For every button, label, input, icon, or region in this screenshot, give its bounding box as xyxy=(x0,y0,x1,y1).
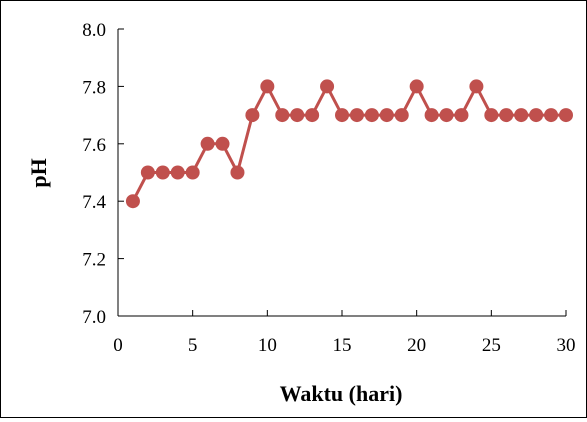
x-tick-label: 15 xyxy=(333,335,352,356)
data-point xyxy=(529,108,544,123)
data-point xyxy=(454,108,469,123)
x-tick-label: 20 xyxy=(407,335,426,356)
data-point xyxy=(290,108,305,123)
x-axis-title: Waktu (hari) xyxy=(280,381,403,406)
series-line xyxy=(131,84,566,202)
data-point xyxy=(514,108,529,123)
y-tick-label: 7.6 xyxy=(82,135,106,156)
y-tick-label: 7.0 xyxy=(82,307,106,328)
data-point xyxy=(409,79,424,94)
data-point xyxy=(170,165,185,180)
data-point xyxy=(230,165,245,180)
data-point xyxy=(305,108,320,123)
data-point xyxy=(335,108,349,123)
data-point xyxy=(439,108,454,123)
y-tick-label: 7.2 xyxy=(82,250,106,271)
data-point xyxy=(125,194,140,209)
x-tick-label: 10 xyxy=(258,335,277,356)
data-point xyxy=(320,79,335,94)
x-tick-label: 0 xyxy=(113,335,123,356)
series-layer xyxy=(125,79,573,209)
y-ticks: 7.0 7.2 7.4 7.6 7.8 8.0 xyxy=(82,20,124,328)
data-point xyxy=(275,108,290,123)
data-point xyxy=(140,165,155,180)
data-point xyxy=(469,79,484,94)
data-point xyxy=(260,79,275,94)
data-point xyxy=(499,108,514,123)
data-point xyxy=(155,165,170,180)
y-axis-title: pH xyxy=(26,158,51,187)
data-point xyxy=(245,108,260,123)
data-point xyxy=(559,108,573,123)
data-point xyxy=(424,108,439,123)
data-point xyxy=(484,108,499,123)
y-tick-label: 7.8 xyxy=(82,77,106,98)
x-tick-label: 5 xyxy=(188,335,198,356)
y-tick-label: 8.0 xyxy=(82,20,106,41)
data-point xyxy=(185,165,200,180)
data-point xyxy=(364,108,379,123)
data-point xyxy=(394,108,409,123)
x-ticks: 0 5 10 15 20 25 30 xyxy=(113,310,576,356)
data-point xyxy=(379,108,394,123)
data-point xyxy=(544,108,559,123)
y-tick-label: 7.4 xyxy=(82,192,106,213)
x-tick-label: 30 xyxy=(557,335,576,356)
data-point xyxy=(215,136,230,151)
x-tick-label: 25 xyxy=(482,335,501,356)
data-point xyxy=(200,136,215,151)
data-point xyxy=(349,108,364,123)
